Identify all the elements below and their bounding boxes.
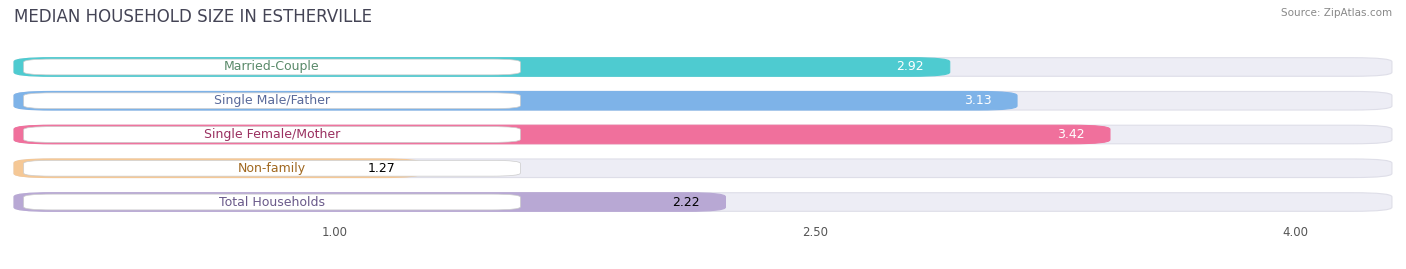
FancyBboxPatch shape: [14, 125, 1109, 144]
FancyBboxPatch shape: [24, 127, 520, 142]
Text: Non-family: Non-family: [238, 162, 307, 175]
FancyBboxPatch shape: [14, 193, 1392, 211]
Text: 2.92: 2.92: [897, 61, 924, 73]
FancyBboxPatch shape: [14, 91, 1017, 110]
Text: 3.42: 3.42: [1057, 128, 1084, 141]
FancyBboxPatch shape: [24, 93, 520, 109]
Text: Married-Couple: Married-Couple: [224, 61, 319, 73]
FancyBboxPatch shape: [24, 194, 520, 210]
Text: Total Households: Total Households: [219, 196, 325, 208]
FancyBboxPatch shape: [24, 160, 520, 176]
Text: Single Male/Father: Single Male/Father: [214, 94, 330, 107]
FancyBboxPatch shape: [14, 58, 949, 76]
Text: Source: ZipAtlas.com: Source: ZipAtlas.com: [1281, 8, 1392, 18]
Text: 1.27: 1.27: [367, 162, 395, 175]
FancyBboxPatch shape: [14, 58, 1392, 76]
FancyBboxPatch shape: [14, 193, 725, 211]
Text: Single Female/Mother: Single Female/Mother: [204, 128, 340, 141]
FancyBboxPatch shape: [14, 91, 1392, 110]
FancyBboxPatch shape: [14, 159, 1392, 178]
Text: MEDIAN HOUSEHOLD SIZE IN ESTHERVILLE: MEDIAN HOUSEHOLD SIZE IN ESTHERVILLE: [14, 8, 373, 26]
FancyBboxPatch shape: [14, 159, 420, 178]
FancyBboxPatch shape: [24, 59, 520, 75]
FancyBboxPatch shape: [14, 125, 1392, 144]
Text: 2.22: 2.22: [672, 196, 700, 208]
Text: 3.13: 3.13: [963, 94, 991, 107]
